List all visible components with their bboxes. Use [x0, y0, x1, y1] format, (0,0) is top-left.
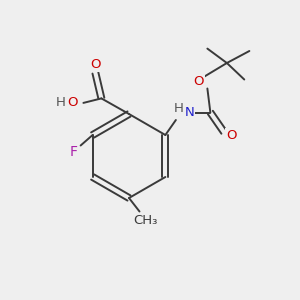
Text: O: O	[68, 96, 78, 110]
Text: CH₃: CH₃	[133, 214, 158, 227]
Text: N: N	[184, 106, 194, 119]
Text: H: H	[56, 96, 65, 110]
Text: O: O	[226, 128, 237, 142]
Text: O: O	[194, 74, 204, 88]
Text: O: O	[90, 58, 101, 71]
Text: F: F	[69, 145, 77, 158]
Text: H: H	[174, 101, 184, 115]
